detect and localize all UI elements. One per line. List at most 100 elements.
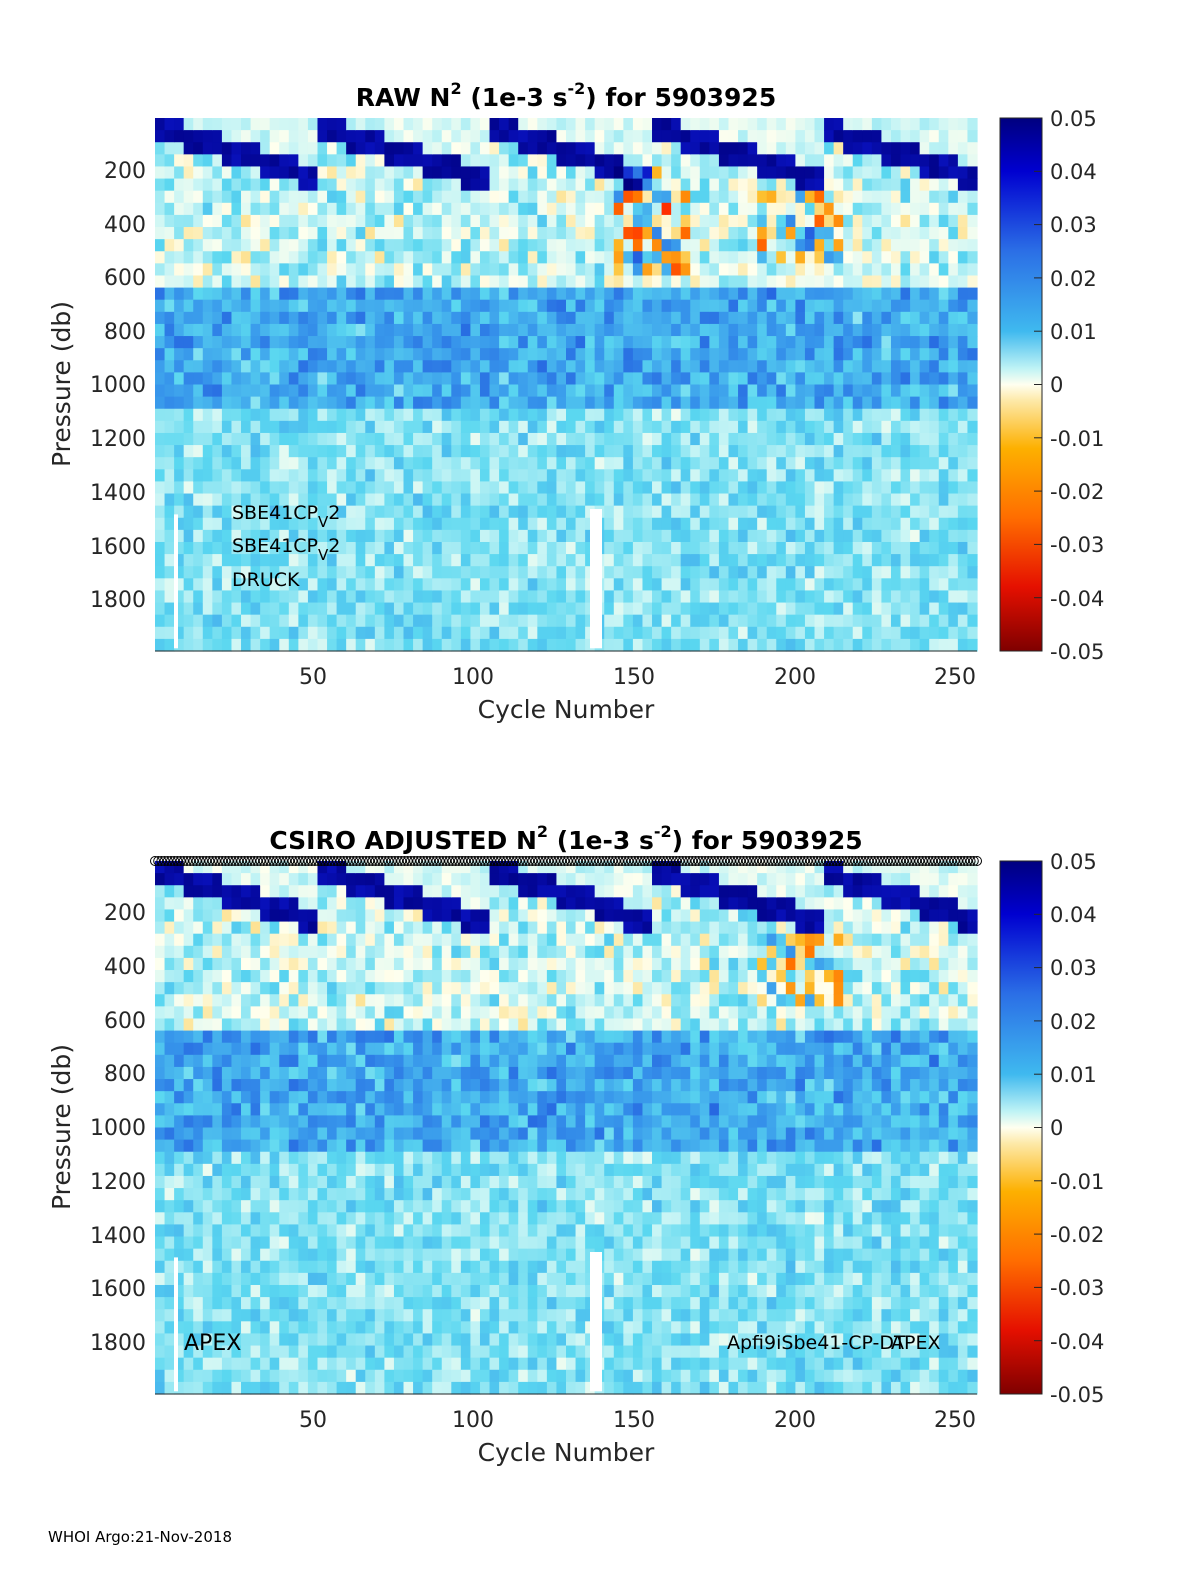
heatmap-cell xyxy=(432,239,443,252)
heatmap-cell xyxy=(862,408,873,422)
heatmap-cell xyxy=(288,861,299,874)
heatmap-cell xyxy=(948,178,959,192)
heatmap-cell xyxy=(183,517,194,531)
heatmap-cell xyxy=(393,566,405,579)
heatmap-cell xyxy=(336,408,347,422)
heatmap-cell xyxy=(632,384,644,398)
heatmap-cell xyxy=(221,396,233,410)
heatmap-cell xyxy=(957,626,969,640)
heatmap-cell xyxy=(747,529,758,543)
heatmap-cell xyxy=(957,457,969,470)
heatmap-cell xyxy=(575,505,586,519)
heatmap-cell xyxy=(776,493,787,507)
heatmap-cell xyxy=(365,118,376,131)
heatmap-cell xyxy=(346,945,357,959)
heatmap-cell xyxy=(652,481,663,495)
heatmap-cell xyxy=(269,1345,280,1359)
heatmap-cell xyxy=(307,933,319,947)
heatmap-cell xyxy=(202,590,213,604)
heatmap-cell xyxy=(661,275,672,289)
heatmap-cell xyxy=(221,614,233,628)
heatmap-cell xyxy=(594,445,605,458)
heatmap-cell xyxy=(183,227,194,240)
heatmap-cell xyxy=(527,626,538,640)
heatmap-cell xyxy=(594,202,605,216)
heatmap-cell xyxy=(757,214,768,228)
heatmap-cell xyxy=(212,1175,223,1189)
heatmap-cell xyxy=(900,445,911,458)
heatmap-cell xyxy=(661,263,672,277)
heatmap-cell xyxy=(795,554,806,567)
heatmap-cell xyxy=(900,432,911,446)
heatmap-cell xyxy=(470,420,481,434)
heatmap-cell xyxy=(231,420,242,434)
heatmap-cell xyxy=(403,348,414,361)
heatmap-cell xyxy=(374,396,385,410)
heatmap-cell xyxy=(365,1200,376,1213)
heatmap-cell xyxy=(269,190,280,204)
heatmap-cell xyxy=(307,945,319,959)
heatmap-cell xyxy=(795,578,806,592)
heatmap-cell xyxy=(470,299,481,313)
heatmap-cell xyxy=(604,481,615,495)
heatmap-cell xyxy=(556,239,567,252)
heatmap-cell xyxy=(518,251,529,264)
heatmap-cell xyxy=(929,602,940,616)
heatmap-cell xyxy=(766,336,777,349)
heatmap-cell xyxy=(680,311,691,325)
heatmap-cell xyxy=(327,445,338,458)
heatmap-cell xyxy=(202,897,213,911)
heatmap-cell xyxy=(346,1284,357,1298)
heatmap-cell xyxy=(202,372,213,386)
heatmap-cell xyxy=(413,554,424,567)
heatmap-cell xyxy=(709,554,720,567)
heatmap-cell xyxy=(910,384,921,398)
heatmap-cell xyxy=(269,1079,280,1092)
heatmap-cell xyxy=(776,166,787,180)
heatmap-cell xyxy=(508,493,519,507)
heatmap-cell xyxy=(269,396,280,410)
heatmap-cell xyxy=(221,1006,233,1020)
heatmap-cell xyxy=(871,311,883,325)
heatmap-cell xyxy=(795,336,806,349)
heatmap-cell xyxy=(260,251,271,264)
heatmap-cell xyxy=(938,384,949,398)
heatmap-cell xyxy=(556,554,567,567)
heatmap-cell xyxy=(718,118,730,131)
heatmap-cell xyxy=(508,336,519,349)
heatmap-cell xyxy=(489,360,500,373)
heatmap-cell xyxy=(900,384,911,398)
heatmap-cell xyxy=(890,384,902,398)
heatmap-cell xyxy=(422,178,433,192)
y-tick-label: 1400 xyxy=(90,481,146,506)
heatmap-cell xyxy=(489,299,500,313)
heatmap-cell xyxy=(279,239,290,252)
heatmap-cell xyxy=(193,921,204,935)
heatmap-cell xyxy=(489,372,500,386)
heatmap-cell xyxy=(193,626,204,640)
heatmap-cell xyxy=(890,202,902,216)
heatmap-cell xyxy=(671,469,682,483)
heatmap-cell xyxy=(374,142,385,155)
heatmap-cell xyxy=(374,554,385,567)
heatmap-cell xyxy=(288,945,299,959)
heatmap-cell xyxy=(403,166,414,180)
heatmap-cell xyxy=(327,457,338,470)
heatmap-cell xyxy=(499,578,510,592)
heatmap-cell xyxy=(403,469,414,483)
heatmap-cell xyxy=(393,1236,405,1250)
heatmap-cell xyxy=(623,469,634,483)
heatmap-cell xyxy=(193,578,204,592)
heatmap-cell xyxy=(241,982,252,995)
heatmap-cell xyxy=(393,263,405,277)
heatmap-cell xyxy=(221,1127,233,1141)
heatmap-cell xyxy=(871,445,883,458)
heatmap-cell xyxy=(890,239,902,252)
heatmap-cell xyxy=(804,554,816,567)
heatmap-cell xyxy=(938,505,949,519)
heatmap-cell xyxy=(766,626,777,640)
heatmap-cell xyxy=(193,873,204,886)
heatmap-cell xyxy=(699,445,710,458)
heatmap-cell xyxy=(642,166,653,180)
heatmap-cell xyxy=(900,263,911,277)
